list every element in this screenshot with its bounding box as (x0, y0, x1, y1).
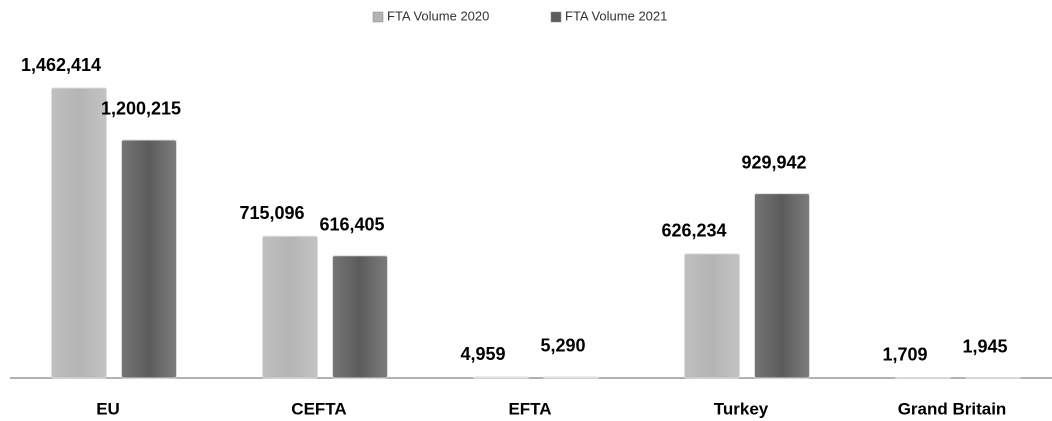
legend-label: FTA Volume 2021 (565, 8, 667, 23)
bar (262, 235, 318, 379)
bar (332, 255, 388, 379)
bar (543, 376, 599, 379)
data-label: 1,462,414 (21, 55, 101, 75)
data-label: 1,709 (882, 344, 927, 364)
data-label: 626,234 (661, 221, 726, 241)
x-tick-label: Grand Britain (898, 399, 1007, 418)
data-label: 929,942 (741, 152, 806, 172)
data-label: 1,945 (962, 336, 1007, 356)
data-label: 616,405 (319, 215, 384, 235)
x-tick-label: EU (96, 399, 120, 418)
data-label: 5,290 (540, 336, 585, 356)
x-tick-label: EFTA (508, 399, 551, 418)
data-label: 715,096 (239, 203, 304, 223)
bar (121, 139, 177, 379)
x-tick-label: Turkey (714, 399, 769, 418)
data-label: 4,959 (460, 344, 505, 364)
legend-label: FTA Volume 2020 (387, 8, 489, 23)
bar (754, 193, 810, 379)
legend-swatch (372, 11, 384, 23)
data-label: 1,200,215 (101, 99, 181, 119)
bar (473, 376, 529, 379)
x-tick-label: CEFTA (291, 399, 346, 418)
bar (684, 253, 740, 379)
bar (51, 87, 107, 379)
legend-swatch (550, 11, 562, 23)
